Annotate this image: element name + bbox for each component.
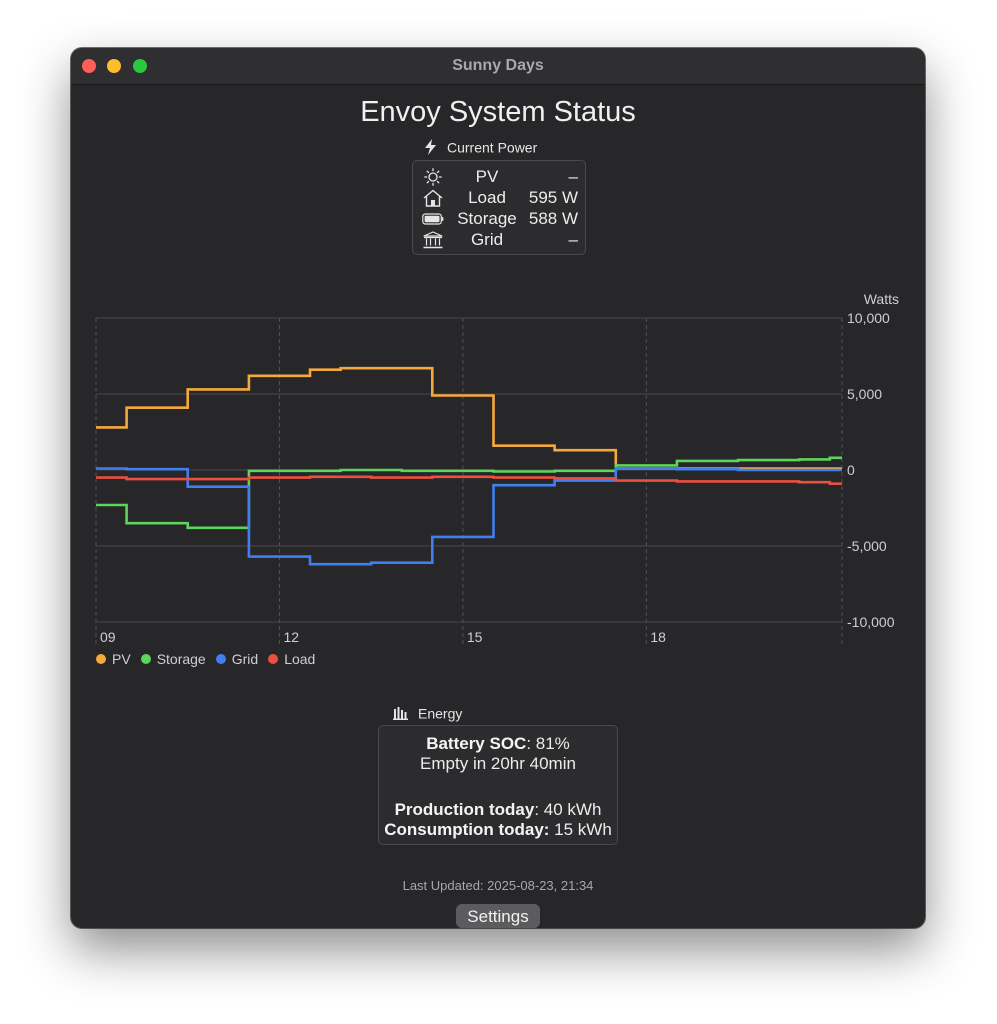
x-tick-label: 15	[467, 629, 483, 645]
consumption-value: 15 kWh	[549, 820, 612, 839]
power-chart: 10,000 5,000 0 -5,000 -10,000 09 12 15 18 Watts	[95, 291, 899, 645]
legend-item-grid: Grid	[215, 651, 259, 667]
power-row-storage: Storage 588 W	[413, 209, 585, 229]
app-window: Sunny Days Envoy System Status Current P…	[71, 48, 925, 928]
power-row-load: Load 595 W	[413, 188, 585, 208]
sun-icon	[424, 168, 442, 186]
load-label: Load	[468, 188, 506, 207]
current-power-label: Current Power	[447, 139, 538, 156]
pv-label: PV	[475, 167, 499, 186]
bar-chart-icon	[393, 707, 408, 721]
series-line-grid	[96, 467, 842, 566]
legend-swatch	[140, 654, 151, 664]
series-line-load	[96, 475, 842, 485]
battery-icon	[422, 213, 444, 225]
series-line-pv	[96, 366, 842, 470]
production-label: Production today	[394, 800, 535, 819]
series-line-storage	[96, 456, 842, 530]
battery-empty-in: Empty in 20hr 40min	[420, 754, 576, 773]
y-tick-label: 5,000	[847, 386, 882, 402]
grid-label: Grid	[470, 230, 504, 249]
y-tick-label: 10,000	[847, 310, 890, 326]
energy-label: Energy	[418, 705, 463, 722]
consumption-label: Consumption today:	[384, 820, 550, 839]
minimize-button[interactable]	[107, 59, 121, 73]
y-axis-label: Watts	[864, 291, 899, 307]
storage-value: 588 W	[528, 209, 578, 228]
legend-item-load: Load	[268, 651, 315, 667]
battery-soc-value: : 81%	[526, 734, 570, 753]
x-tick-label: 09	[100, 629, 116, 645]
consumption-today: Consumption today: 15 kWh	[379, 820, 617, 840]
power-row-pv: PV –	[413, 167, 585, 187]
pv-value: –	[568, 167, 578, 186]
window-title: Sunny Days	[452, 57, 544, 74]
legend-swatch	[215, 654, 226, 664]
legend-label: Load	[284, 651, 316, 667]
energy-panel: Battery SOC: 81% Empty in 20hr 40min Pro…	[378, 725, 618, 845]
close-button[interactable]	[82, 59, 96, 73]
settings-button[interactable]: Settings	[456, 904, 540, 928]
y-tick-label: 0	[847, 462, 855, 478]
power-row-grid: Grid –	[413, 230, 585, 250]
y-tick-label: -10,000	[847, 614, 895, 630]
y-tick-label: -5,000	[847, 538, 887, 554]
legend-item-pv: PV	[96, 651, 131, 667]
battery-soc: Battery SOC: 81%	[379, 734, 617, 754]
production-today: Production today: 40 kWh	[379, 800, 617, 820]
legend-swatch	[96, 654, 106, 664]
legend-item-storage: Storage	[140, 651, 206, 667]
legend-label: Grid	[231, 651, 259, 667]
x-tick-label: 18	[650, 629, 666, 645]
page-title: Envoy System Status	[360, 96, 636, 128]
current-power-heading: Current Power	[424, 138, 538, 156]
bolt-icon	[425, 139, 436, 156]
title-bar[interactable]: Sunny Days	[71, 48, 925, 85]
last-updated: Last Updated: 2025-08-23, 21:34	[402, 878, 594, 893]
load-value: 595 W	[528, 188, 578, 207]
x-tick-label: 12	[283, 629, 299, 645]
current-power-panel: PV – Load 595 W Storage 588 W	[412, 160, 586, 255]
bank-icon	[423, 231, 443, 249]
legend-label: Storage	[156, 651, 206, 667]
storage-label: Storage	[457, 209, 517, 228]
legend-swatch	[268, 654, 279, 664]
legend-label: PV	[112, 651, 131, 667]
grid-value: –	[568, 230, 578, 249]
house-icon	[423, 189, 443, 207]
chart-legend: PV Storage Grid Load	[96, 651, 325, 667]
energy-heading: Energy	[393, 704, 462, 721]
battery-soc-label: Battery SOC	[426, 734, 527, 753]
zoom-button[interactable]	[133, 59, 147, 73]
production-value: : 40 kWh	[534, 800, 602, 819]
